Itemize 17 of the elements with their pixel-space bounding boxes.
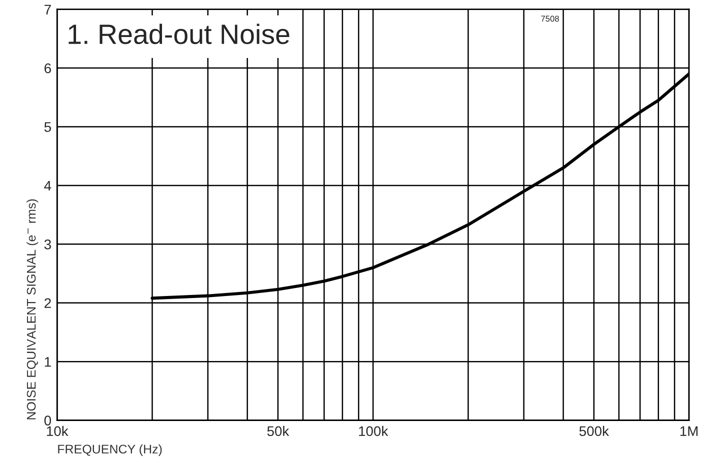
y-tick-label: 0 [44,416,52,426]
y-axis-title: NOISE EQUIVALENT SIGNAL (e$^{−}$ rms) [26,199,38,420]
y-tick-label: 3 [44,240,51,250]
x-tick-label: 500k [579,426,609,436]
chart-title: 1. Read-out Noise [68,24,290,44]
y-tick-label: 1 [44,357,51,367]
annotation: 7508 [541,16,559,22]
y-tick-label: 4 [44,180,52,190]
x-tick-label: 100k [359,426,388,436]
x-tick-label: 10k [46,426,68,436]
y-tick-label: 2 [44,298,51,308]
y-tick-label: 5 [44,122,51,132]
x-tick-label: 50k [267,426,290,436]
x-tick-label: 1M [680,426,698,436]
y-tick-label: 7 [44,4,51,14]
y-tick-label: 6 [44,63,51,74]
x-axis-title: FREQUENCY (Hz) [58,444,162,456]
